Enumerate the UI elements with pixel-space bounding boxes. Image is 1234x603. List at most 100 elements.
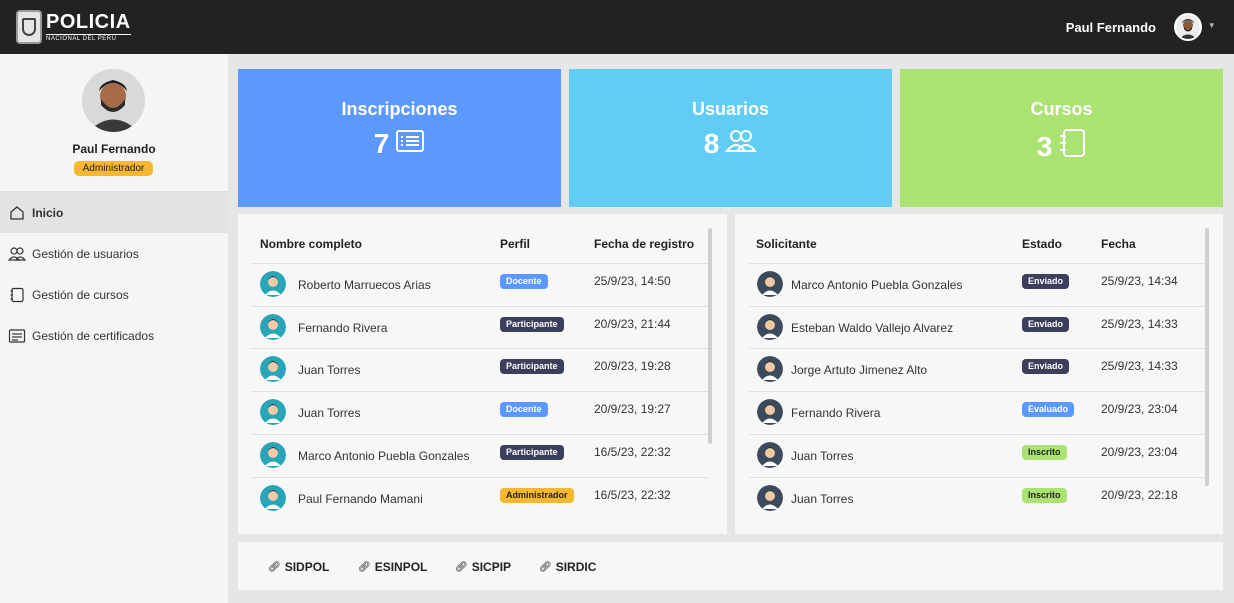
profile-role-badge: Administrador	[74, 161, 153, 176]
row-date: 16/5/23, 22:32	[594, 487, 671, 502]
table-row[interactable]: Esteban Waldo Vallejo Alvarez Enviado 25/9…	[749, 305, 1205, 349]
footer-links: 🔗︎ SIDPOL 🔗︎ ESINPOL 🔗︎ SICPIP 🔗︎ SIRDIC	[238, 542, 1223, 590]
users-icon	[8, 245, 26, 263]
scrollbar[interactable]	[1205, 228, 1209, 486]
certificate-icon	[8, 327, 26, 345]
table-row[interactable]: Jorge Artuto Jimenez Alto Enviado 25/9/23,…	[749, 348, 1205, 391]
link-esinpol[interactable]: 🔗︎ ESINPOL	[358, 560, 427, 574]
status-badge: Participante	[500, 444, 564, 460]
link-sicpip[interactable]: 🔗︎ SICPIP	[455, 560, 511, 574]
card-title: Usuarios	[691, 99, 770, 119]
profile-avatar	[82, 69, 145, 132]
row-date: 20/9/23, 19:27	[594, 402, 671, 417]
row-date: 20/9/23, 23:04	[1101, 402, 1178, 417]
table-row[interactable]: Fernando Rivera Participante 20/9/23, 21:4…	[252, 305, 708, 349]
notebook-icon	[1058, 128, 1086, 165]
status-badge: Administrador	[500, 487, 574, 503]
row-date: 20/9/23, 19:28	[594, 359, 671, 374]
card-title: Inscripciones	[341, 99, 458, 119]
sidebar-item-label: Inicio	[32, 205, 64, 220]
card-value: 3	[1036, 130, 1053, 162]
row-name: Esteban Waldo Vallejo Alvarez	[791, 320, 954, 335]
column-header[interactable]: Solicitante	[756, 237, 817, 251]
column-header[interactable]: Perfil	[500, 237, 531, 251]
sidebar-item-label: Gestión de usuarios	[32, 246, 139, 261]
link-label: ESINPOL	[374, 560, 428, 574]
table-row[interactable]: Marco Antonio Puebla Gonzales Enviado 25/9…	[749, 263, 1205, 306]
profile-name: Paul Fernando	[72, 142, 156, 156]
column-header[interactable]: Fecha de registro	[594, 237, 695, 251]
card-usuarios[interactable]: Usuarios 8	[569, 69, 892, 207]
police-emblem-icon	[16, 10, 42, 44]
user-avatar-icon	[757, 399, 783, 426]
column-header[interactable]: Estado	[1022, 237, 1063, 251]
link-sirdic[interactable]: 🔗︎ SIRDIC	[539, 560, 596, 574]
column-header[interactable]: Nombre completo	[260, 237, 363, 251]
table-row[interactable]: Juan Torres Inscrito 20/9/23, 22:18	[749, 476, 1205, 520]
status-badge: Enviado	[1022, 359, 1070, 375]
row-name: Marco Antonio Puebla Gonzales	[298, 448, 470, 463]
sidebar-item-certificados[interactable]: Gestión de certificados	[0, 315, 228, 356]
row-name: Juan Torres	[791, 491, 854, 506]
link-icon: 🔗︎	[455, 561, 468, 573]
requests-table-panel: Solicitante Estado Fecha Marco Antonio P…	[735, 214, 1223, 534]
police-logo[interactable]: POLICIA NACIONAL DEL PERU	[16, 10, 131, 44]
status-badge: Inscrito	[1022, 444, 1067, 460]
sidebar: Paul Fernando Administrador Inicio Gesti…	[0, 54, 228, 603]
sidebar-item-inicio[interactable]: Inicio	[0, 192, 228, 233]
column-header[interactable]: Fecha	[1101, 237, 1136, 251]
sidebar-nav: Inicio Gestión de usuarios Gestión de cu…	[0, 192, 228, 356]
row-name: Marco Antonio Puebla Gonzales	[791, 278, 963, 292]
row-date: 25/9/23, 14:50	[594, 274, 671, 288]
row-name: Jorge Artuto Jimenez Alto	[791, 363, 928, 378]
user-avatar-icon	[757, 356, 783, 383]
link-sidpol[interactable]: 🔗︎ SIDPOL	[268, 560, 329, 574]
scrollbar[interactable]	[708, 228, 712, 444]
user-avatar-icon	[260, 399, 286, 426]
status-badge: Enviado	[1022, 316, 1070, 332]
chevron-down-icon[interactable]: ▾	[1209, 20, 1214, 30]
status-badge: Participante	[500, 359, 564, 375]
row-name: Juan Torres	[298, 363, 361, 378]
row-date: 20/9/23, 23:04	[1101, 444, 1178, 459]
user-avatar-icon	[757, 484, 783, 511]
header-avatar[interactable]	[1174, 13, 1202, 41]
table-row[interactable]: Juan Torres Participante 20/9/23, 19:28	[252, 348, 708, 391]
status-badge: Participante	[500, 316, 564, 332]
users-icon	[725, 128, 758, 160]
row-date: 16/5/23, 22:32	[594, 444, 671, 459]
table-row[interactable]: Fernando Rivera Evaluado 20/9/23, 23:04	[749, 391, 1205, 434]
top-bar: POLICIA NACIONAL DEL PERU Paul Fernando …	[0, 0, 1234, 54]
row-date: 25/9/23, 14:33	[1101, 316, 1178, 331]
sidebar-profile: Paul Fernando Administrador	[0, 54, 228, 192]
table-row[interactable]: Marco Antonio Puebla Gonzales Participant…	[252, 433, 708, 477]
status-badge: Enviado	[1022, 274, 1070, 289]
link-icon: 🔗︎	[539, 561, 552, 573]
header-user-name[interactable]: Paul Fernando	[1065, 20, 1156, 35]
card-value: 8	[703, 128, 720, 159]
status-badge: Docente	[500, 274, 548, 289]
table-row[interactable]: Juan Torres Inscrito 20/9/23, 23:04	[749, 433, 1205, 477]
user-avatar-icon	[260, 356, 286, 383]
table-row[interactable]: Roberto Marruecos Arias Docente 25/9/23, 1…	[252, 263, 708, 306]
sidebar-item-usuarios[interactable]: Gestión de usuarios	[0, 233, 228, 274]
sidebar-item-cursos[interactable]: Gestión de cursos	[0, 274, 228, 315]
row-date: 25/9/23, 14:34	[1101, 274, 1178, 288]
row-name: Roberto Marruecos Arias	[298, 278, 431, 292]
card-inscripciones[interactable]: Inscripciones 7	[238, 69, 561, 207]
row-date: 20/9/23, 22:18	[1101, 487, 1178, 502]
home-icon	[8, 204, 26, 222]
table-row[interactable]: Juan Torres Docente 20/9/23, 19:27	[252, 391, 708, 434]
card-cursos[interactable]: Cursos 3	[900, 69, 1223, 207]
user-avatar-icon	[260, 484, 286, 511]
user-avatar-icon	[260, 271, 286, 297]
user-avatar-icon	[757, 441, 783, 468]
list-icon	[395, 128, 425, 160]
link-label: SIDPOL	[284, 560, 330, 574]
logo-subtitle: NACIONAL DEL PERU	[46, 34, 131, 42]
link-label: SIRDIC	[555, 560, 597, 574]
user-avatar-icon	[757, 313, 783, 340]
table-row[interactable]: Paul Fernando Mamani Administrador 16/5/23…	[252, 476, 708, 520]
row-name: Paul Fernando Mamani	[298, 491, 423, 506]
status-badge: Evaluado	[1022, 402, 1075, 418]
